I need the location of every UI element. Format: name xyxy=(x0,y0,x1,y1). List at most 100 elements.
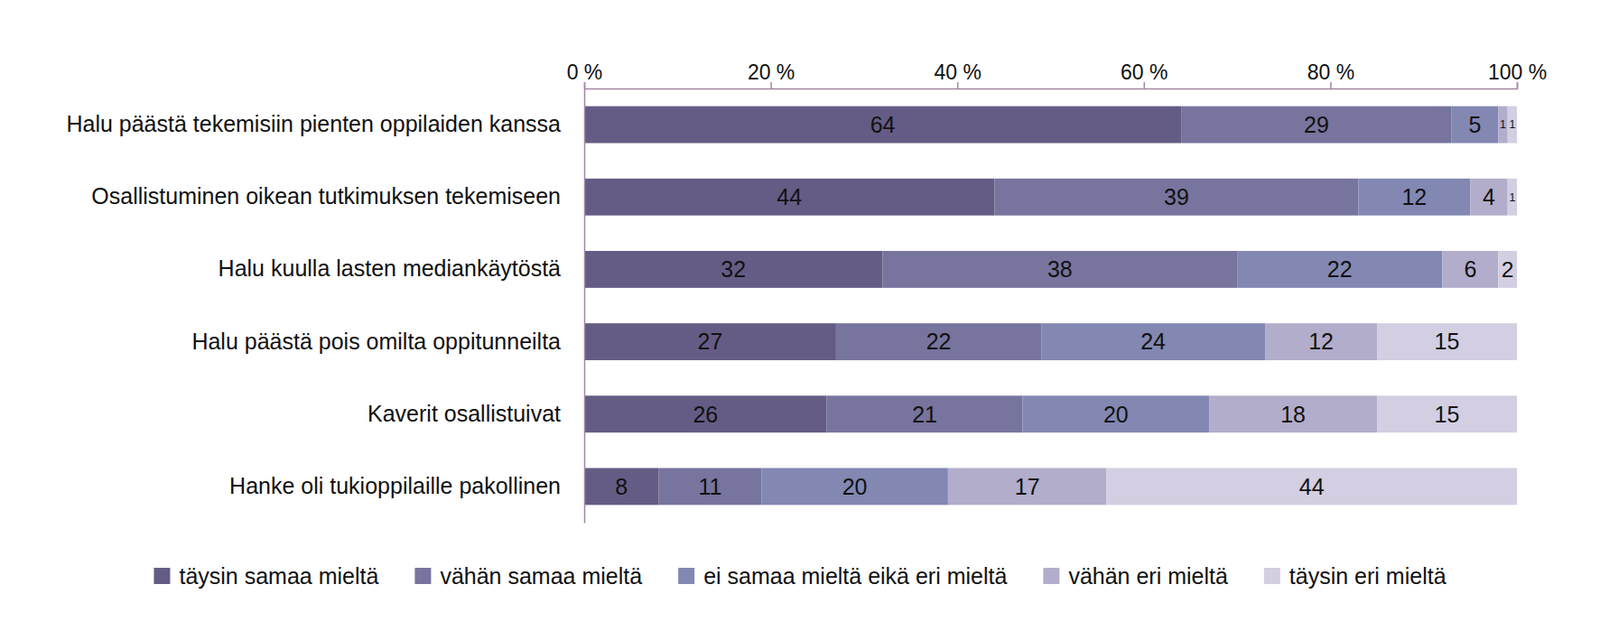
legend-label: vähän eri mieltä xyxy=(1068,563,1228,589)
bar-segment xyxy=(1469,178,1507,216)
legend-item: täysin samaa mieltä xyxy=(153,563,379,589)
tick: Hanke oli tukioppilaille pakollinen xyxy=(229,473,585,499)
bar-segment xyxy=(1023,395,1210,433)
data-label: 24 xyxy=(1140,328,1166,354)
legend-label: täysin samaa mieltä xyxy=(178,563,379,589)
data-label: 1 xyxy=(1508,191,1516,205)
data-label: 8 xyxy=(614,474,628,500)
data-label: 17 xyxy=(1014,474,1041,500)
tick: 40 % xyxy=(933,60,981,89)
legend-label: vähän samaa mieltä xyxy=(439,563,642,589)
data-label: 26 xyxy=(692,401,718,428)
bar-segment xyxy=(1497,251,1517,289)
legend-swatch xyxy=(1264,567,1281,585)
bar-segment xyxy=(883,251,1238,289)
tick: 80 % xyxy=(1307,60,1355,89)
data-label: 27 xyxy=(697,328,724,354)
tick-label: Kaverit osallistuivat xyxy=(367,400,561,427)
bar-segment xyxy=(1237,251,1442,289)
data-label: 29 xyxy=(1303,111,1330,138)
data-label: 4 xyxy=(1482,184,1496,210)
data-label: 12 xyxy=(1308,328,1334,354)
bar-segment xyxy=(1106,467,1517,505)
legend-swatch xyxy=(414,567,431,585)
bar-segment xyxy=(1041,323,1266,361)
bar-segment xyxy=(827,395,1024,433)
data-label: 32 xyxy=(720,256,746,282)
bar-segment xyxy=(761,467,949,505)
bar-segment xyxy=(584,467,660,505)
legend-item: täysin eri mieltä xyxy=(1264,563,1447,589)
data-label: 11 xyxy=(697,474,722,500)
data-label: 15 xyxy=(1434,328,1461,354)
axis-line xyxy=(584,89,587,524)
data-label: 1 xyxy=(1508,118,1516,131)
bar-segment xyxy=(584,251,884,289)
bar-segment xyxy=(1497,106,1507,144)
data-labels: 6429511443912413238226227222412152621201… xyxy=(614,111,1516,500)
tick: 60 % xyxy=(1120,60,1168,89)
data-label: 64 xyxy=(870,111,896,138)
tick-label: Osallistuminen oikean tutkimuksen tekemi… xyxy=(91,183,561,209)
tick-label: Hanke oli tukioppilaille pakollinen xyxy=(229,473,561,499)
data-label: 20 xyxy=(842,474,868,500)
tick-label: 0 % xyxy=(567,60,604,84)
tick: 100 % xyxy=(1488,60,1547,89)
bar-segment xyxy=(1376,323,1517,361)
y-axis: Halu päästä tekemisiin pienten oppilaide… xyxy=(65,89,585,524)
bar-segment xyxy=(1376,395,1517,433)
legend-swatch xyxy=(153,567,170,585)
tick: 20 % xyxy=(747,60,795,89)
bar-segment xyxy=(584,106,1182,144)
data-label: 21 xyxy=(911,401,938,428)
legend-label: täysin eri mieltä xyxy=(1289,563,1447,589)
legend-swatch xyxy=(1042,567,1060,585)
tick-label: Halu kuulla lasten mediankäytöstä xyxy=(218,255,561,281)
legend-item: ei samaa mieltä eikä eri mieltä xyxy=(678,563,1007,589)
bar-segment xyxy=(1451,106,1499,144)
tick-label: 60 % xyxy=(1120,60,1168,84)
tick-label: 80 % xyxy=(1307,60,1355,84)
bar-segment xyxy=(584,323,837,361)
bar-segment xyxy=(995,178,1359,216)
data-label: 1 xyxy=(1499,118,1507,131)
tick-label: 100 % xyxy=(1488,60,1547,84)
bar-segment xyxy=(1181,106,1452,144)
data-label: 12 xyxy=(1401,184,1427,210)
tick: Osallistuminen oikean tutkimuksen tekemi… xyxy=(91,183,585,209)
x-axis: 0 % 20 % 40 % 60 % 80 % 100 % xyxy=(567,60,1547,90)
tick-label: 20 % xyxy=(747,60,795,84)
bar-segment xyxy=(584,178,996,216)
bar-segment xyxy=(584,395,828,433)
tick: 0 % xyxy=(567,60,604,89)
bar-segment xyxy=(836,323,1042,361)
legend: täysin samaa mieltä vähän samaa mieltä ei … xyxy=(153,563,1446,589)
bar-segment xyxy=(1209,395,1377,433)
axis-line xyxy=(585,82,1518,90)
data-label: 2 xyxy=(1501,257,1515,282)
data-label: 39 xyxy=(1163,184,1190,210)
bar-segment xyxy=(1507,178,1517,216)
legend-swatch xyxy=(678,567,695,585)
data-label: 44 xyxy=(1299,474,1325,500)
data-label: 6 xyxy=(1463,256,1477,282)
data-label: 38 xyxy=(1047,256,1073,282)
tick: Kaverit osallistuivat xyxy=(367,400,585,427)
data-label: 20 xyxy=(1103,401,1129,428)
data-label: 44 xyxy=(776,184,802,210)
legend-label: ei samaa mieltä eikä eri mieltä xyxy=(703,563,1007,589)
legend-item: vähän eri mieltä xyxy=(1042,563,1228,589)
data-label: 15 xyxy=(1434,401,1461,428)
bar-segment xyxy=(1441,251,1498,289)
tick: Halu kuulla lasten mediankäytöstä xyxy=(218,255,585,281)
tick-label: 40 % xyxy=(933,60,981,84)
tick: Halu päästä pois omilta oppitunneilta xyxy=(191,328,585,354)
bar-segment xyxy=(1507,106,1517,144)
data-label: 5 xyxy=(1469,111,1482,138)
tick: Halu päästä tekemisiin pienten oppilaide… xyxy=(65,111,585,137)
tick-label: Halu päästä pois omilta oppitunneilta xyxy=(191,328,561,354)
bars xyxy=(584,106,1517,506)
bar-segment xyxy=(1265,323,1377,361)
legend-item: vähän samaa mieltä xyxy=(414,563,642,589)
chart: 6429511443912413238226227222412152621201… xyxy=(0,0,1600,631)
